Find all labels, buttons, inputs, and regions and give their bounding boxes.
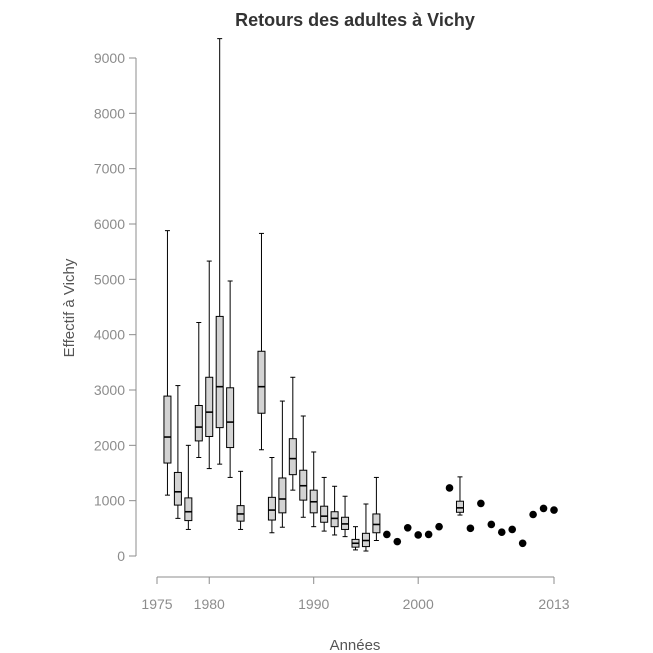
box-1985 <box>257 232 266 451</box>
point-2005 <box>466 524 475 533</box>
point-2003 <box>445 484 454 492</box>
y-axis-label: Effectif à Vichy <box>61 258 78 357</box>
box-iqr <box>372 513 381 534</box>
point-2001 <box>424 530 433 539</box>
box-1980 <box>205 260 214 470</box>
box-1992 <box>330 485 339 536</box>
box-1988 <box>288 376 297 491</box>
box-iqr <box>163 395 172 464</box>
box-1981 <box>215 38 224 465</box>
box-iqr <box>320 505 329 523</box>
y-tick-label: 5000 <box>94 271 125 287</box>
y-tick-label: 7000 <box>94 161 125 177</box>
point-1997 <box>383 530 391 539</box>
chart-title: Retours des adultes à Vichy <box>235 10 475 30</box>
y-tick-label: 0 <box>117 548 125 564</box>
box-iqr <box>184 497 193 522</box>
y-tick-label: 2000 <box>94 437 125 453</box>
box-2004 <box>455 476 464 516</box>
x-tick-label: 2013 <box>538 596 569 612</box>
point-2009 <box>508 525 517 534</box>
box-1994 <box>351 526 360 551</box>
box-1991 <box>320 476 329 532</box>
box-1979 <box>194 321 203 459</box>
x-tick-label: 1975 <box>141 596 172 612</box>
box-1996 <box>372 476 381 542</box>
box-1976 <box>163 230 172 496</box>
box-1983 <box>236 470 245 530</box>
x-tick-label: 1980 <box>194 596 225 612</box>
point-1998 <box>393 537 402 546</box>
point-2012 <box>539 504 548 513</box>
point-2000 <box>414 531 422 539</box>
axes: 0 1000 2000 3000 4000 5000 6000 7000 8000 9000 197… <box>94 50 570 612</box>
box-1993 <box>341 495 350 538</box>
box-1990 <box>309 451 318 528</box>
point-2008 <box>497 528 506 537</box>
y-tick-label: 1000 <box>94 493 125 509</box>
box-1977 <box>173 385 182 519</box>
box-1987 <box>278 400 287 528</box>
point-2002 <box>435 522 443 531</box>
box-iqr <box>267 496 276 521</box>
point-2013 <box>550 506 558 514</box>
y-tick-label: 8000 <box>94 105 125 121</box>
point-2011 <box>529 510 537 519</box>
y-tick-label: 6000 <box>94 216 125 232</box>
box-iqr <box>205 376 214 437</box>
point-1999 <box>403 523 412 532</box>
y-tick-label: 3000 <box>94 382 125 398</box>
box-iqr <box>257 350 266 414</box>
box-iqr <box>226 387 235 449</box>
x-axis-label: Années <box>330 637 381 653</box>
box-iqr <box>288 438 297 476</box>
box-1989 <box>299 415 308 518</box>
point-2006 <box>477 499 485 508</box>
box-iqr <box>330 511 339 528</box>
x-tick-label: 1990 <box>298 596 329 612</box>
y-tick-label: 4000 <box>94 327 125 343</box>
box-1978 <box>184 444 193 530</box>
chart-marks <box>163 38 558 552</box>
box-1995 <box>361 503 370 552</box>
box-iqr <box>215 315 224 429</box>
point-2010 <box>518 539 527 548</box>
box-iqr <box>173 471 182 506</box>
box-iqr <box>194 404 203 442</box>
box-1982 <box>226 280 235 478</box>
point-2007 <box>487 520 496 529</box>
box-iqr <box>278 477 287 514</box>
box-iqr <box>455 500 464 513</box>
x-tick-label: 2000 <box>403 596 434 612</box>
y-tick-label: 9000 <box>94 50 125 66</box>
box-1986 <box>267 457 276 534</box>
